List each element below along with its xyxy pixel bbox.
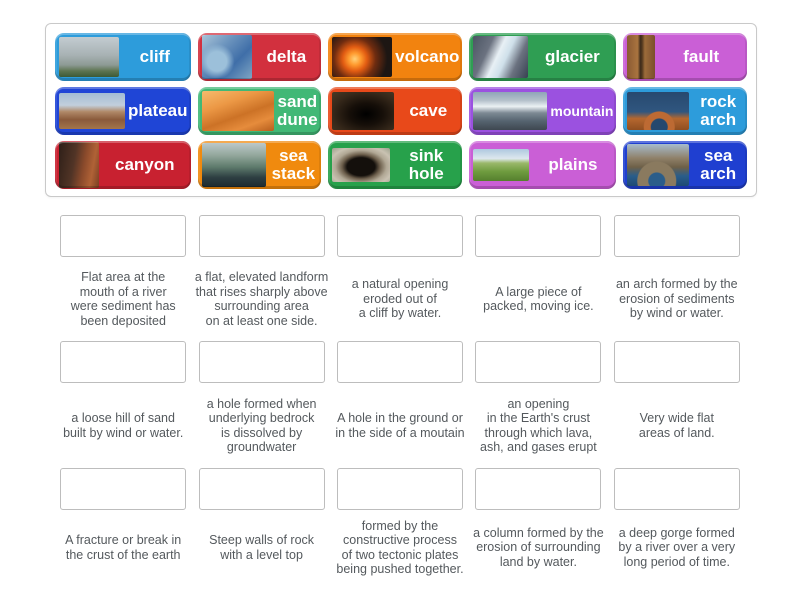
tile-label: cave: [409, 101, 448, 121]
photo-cliff: [59, 37, 119, 77]
definition-item: A large piece of packed, moving ice.: [469, 215, 607, 341]
tile-label: mountain: [550, 102, 614, 119]
tile-label: delta: [266, 47, 307, 67]
tile-canyon[interactable]: canyon: [55, 141, 191, 189]
photo-sink-hole: [332, 148, 391, 182]
photo-sea-stack: [201, 143, 266, 187]
definition-text: Steep walls of rock with a level top: [209, 533, 315, 562]
photo-plains: [473, 149, 530, 181]
photo-plateau: [59, 93, 125, 129]
photo-mountain: [473, 92, 548, 130]
definition-text: Flat area at the mouth of a river were s…: [70, 270, 176, 328]
definition-row-3: A fracture or break in the crust of the …: [0, 468, 800, 585]
definition-text: a loose hill of sand built by wind or wa…: [63, 411, 184, 440]
drop-zone[interactable]: [198, 215, 325, 257]
drop-zone[interactable]: [613, 215, 740, 257]
photo-rock-arch: [627, 92, 690, 130]
tile-volcano[interactable]: volcano: [328, 33, 463, 81]
definition-text: an arch formed by the erosion of sedimen…: [615, 277, 738, 321]
definition-row-1: Flat area at the mouth of a river were s…: [0, 215, 800, 341]
tile-sink-hole[interactable]: sink hole: [328, 141, 463, 189]
drop-zone[interactable]: [613, 341, 740, 383]
tile-delta[interactable]: delta: [197, 33, 322, 81]
drop-zone[interactable]: [198, 341, 325, 383]
drop-zone[interactable]: [475, 215, 602, 257]
definition-row-2: a loose hill of sand built by wind or wa…: [0, 341, 800, 468]
tile-label: rock arch: [700, 92, 737, 129]
tile-label: plateau: [128, 101, 188, 121]
photo-cave: [332, 92, 395, 130]
drop-zone[interactable]: [475, 341, 602, 383]
photo-canyon: [59, 142, 99, 188]
drop-zone[interactable]: [336, 215, 463, 257]
drop-zone[interactable]: [60, 215, 187, 257]
photo-sand-dune: [201, 91, 274, 131]
definition-item: Flat area at the mouth of a river were s…: [54, 215, 192, 341]
definition-text: an opening in the Earth's crust through …: [480, 396, 597, 455]
definition-text: a hole formed when underlying bedrock is…: [206, 396, 317, 455]
definition-item: a flat, elevated landform that rises sha…: [192, 215, 330, 341]
tile-plateau[interactable]: plateau: [55, 87, 191, 135]
photo-fault: [627, 35, 656, 79]
definition-text: a deep gorge formed by a river over a ve…: [618, 525, 736, 569]
definition-text: A hole in the ground or in the side of a…: [335, 411, 465, 440]
definition-text: A large piece of packed, moving ice.: [483, 284, 594, 314]
tile-fault[interactable]: fault: [623, 33, 747, 81]
tile-label: sea arch: [700, 146, 737, 183]
tile-label: fault: [683, 47, 720, 67]
drop-zone[interactable]: [336, 468, 463, 510]
drop-zone[interactable]: [60, 468, 187, 510]
tile-sea-arch[interactable]: sea arch: [623, 141, 747, 189]
definition-item: a deep gorge formed by a river over a ve…: [608, 468, 746, 585]
tile-label: cliff: [139, 47, 170, 67]
tile-label: glacier: [544, 47, 600, 67]
definition-item: an opening in the Earth's crust through …: [469, 341, 607, 468]
tile-rock-arch[interactable]: rock arch: [623, 87, 747, 135]
definition-text: a column formed by the erosion of surrou…: [473, 525, 604, 569]
drop-zone[interactable]: [613, 468, 740, 510]
definition-text: A fracture or break in the crust of the …: [65, 533, 182, 562]
definition-item: Very wide flat areas of land.: [608, 341, 746, 468]
photo-sea-arch: [627, 144, 690, 186]
definition-text: a flat, elevated landform that rises sha…: [194, 270, 329, 328]
tile-label: canyon: [115, 155, 175, 175]
tile-label: sand dune: [277, 92, 318, 129]
definition-item: Steep walls of rock with a level top: [192, 468, 330, 585]
definition-item: a loose hill of sand built by wind or wa…: [54, 341, 192, 468]
definition-item: an arch formed by the erosion of sedimen…: [608, 215, 746, 341]
tile-mountain[interactable]: mountain: [469, 87, 617, 135]
tile-cliff[interactable]: cliff: [55, 33, 191, 81]
tile-cave[interactable]: cave: [328, 87, 463, 135]
tile-label: volcano: [395, 47, 460, 67]
tile-sand-dune[interactable]: sand dune: [197, 87, 322, 135]
definition-text: formed by the constructive process of tw…: [336, 518, 464, 577]
keyword-board: cliff delta volcano glacier fault platea…: [45, 23, 757, 197]
drop-zone[interactable]: [475, 468, 602, 510]
photo-delta: [201, 35, 252, 79]
photo-volcano: [332, 37, 393, 77]
definition-item: a hole formed when underlying bedrock is…: [192, 341, 330, 468]
tile-label: sink hole: [408, 146, 444, 183]
drop-zone[interactable]: [198, 468, 325, 510]
definition-item: a column formed by the erosion of surrou…: [469, 468, 607, 585]
drop-zone[interactable]: [60, 341, 187, 383]
definition-item: A hole in the ground or in the side of a…: [331, 341, 469, 468]
definition-item: formed by the constructive process of tw…: [331, 468, 469, 585]
definition-text: a natural opening eroded out of a cliff …: [351, 277, 449, 321]
tile-plains[interactable]: plains: [469, 141, 617, 189]
definition-text: Very wide flat areas of land.: [638, 411, 715, 440]
definition-item: a natural opening eroded out of a cliff …: [331, 215, 469, 341]
tile-sea-stack[interactable]: sea stack: [197, 141, 322, 189]
drop-zone[interactable]: [336, 341, 463, 383]
definition-item: A fracture or break in the crust of the …: [54, 468, 192, 585]
tile-glacier[interactable]: glacier: [469, 33, 617, 81]
tile-label: sea stack: [271, 146, 316, 183]
photo-glacier: [473, 36, 529, 78]
tile-label: plains: [548, 155, 598, 175]
